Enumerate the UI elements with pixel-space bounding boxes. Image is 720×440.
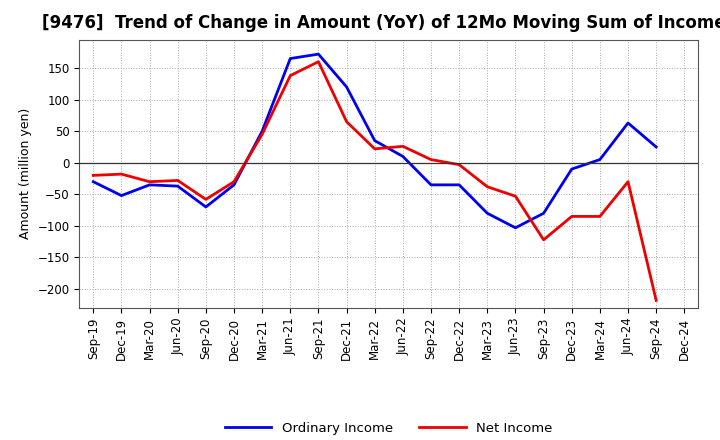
Net Income [624, 179, 632, 184]
Net Income [89, 173, 98, 178]
Net Income [483, 184, 492, 189]
Ordinary Income [483, 211, 492, 216]
Net Income [427, 157, 436, 162]
Ordinary Income [652, 144, 660, 150]
Ordinary Income [511, 225, 520, 231]
Ordinary Income [145, 182, 154, 187]
Ordinary Income [595, 157, 604, 162]
Ordinary Income [174, 183, 182, 189]
Net Income [286, 73, 294, 78]
Net Income [455, 162, 464, 167]
Line: Net Income: Net Income [94, 62, 656, 301]
Net Income [314, 59, 323, 64]
Net Income [258, 132, 266, 137]
Ordinary Income [230, 182, 238, 187]
Ordinary Income [314, 51, 323, 57]
Net Income [652, 298, 660, 303]
Net Income [399, 144, 408, 149]
Ordinary Income [117, 193, 126, 198]
Ordinary Income [624, 120, 632, 125]
Net Income [342, 119, 351, 125]
Ordinary Income [342, 84, 351, 90]
Net Income [145, 179, 154, 184]
Net Income [174, 178, 182, 183]
Net Income [595, 214, 604, 219]
Ordinary Income [539, 211, 548, 216]
Net Income [567, 214, 576, 219]
Ordinary Income [399, 154, 408, 159]
Line: Ordinary Income: Ordinary Income [94, 54, 656, 228]
Ordinary Income [286, 56, 294, 61]
Net Income [539, 237, 548, 242]
Net Income [230, 179, 238, 184]
Ordinary Income [455, 182, 464, 187]
Ordinary Income [89, 179, 98, 184]
Net Income [202, 197, 210, 202]
Y-axis label: Amount (million yen): Amount (million yen) [19, 108, 32, 239]
Ordinary Income [427, 182, 436, 187]
Net Income [370, 146, 379, 151]
Ordinary Income [370, 138, 379, 143]
Title: [9476]  Trend of Change in Amount (YoY) of 12Mo Moving Sum of Incomes: [9476] Trend of Change in Amount (YoY) o… [42, 15, 720, 33]
Legend: Ordinary Income, Net Income: Ordinary Income, Net Income [220, 417, 558, 440]
Net Income [511, 194, 520, 199]
Ordinary Income [202, 204, 210, 209]
Net Income [117, 172, 126, 177]
Ordinary Income [258, 128, 266, 134]
Ordinary Income [567, 166, 576, 172]
